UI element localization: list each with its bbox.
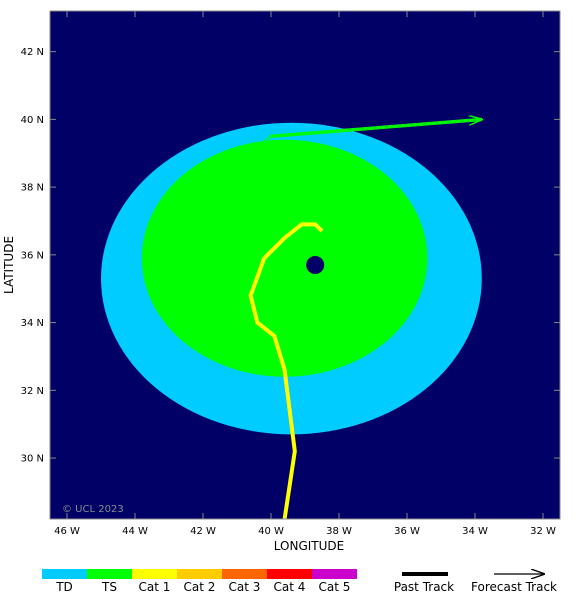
y-tick-label: 38 N bbox=[21, 183, 44, 194]
legend-label-ts: TS bbox=[101, 580, 117, 594]
tropical-storm-wind-field bbox=[141, 139, 428, 377]
y-tick-label: 42 N bbox=[21, 47, 44, 58]
y-tick-label: 34 N bbox=[21, 318, 44, 329]
legend-label-cat-1: Cat 1 bbox=[139, 580, 171, 594]
copyright-label: © UCL 2023 bbox=[62, 504, 124, 515]
legend-swatch-cat-3 bbox=[222, 569, 267, 579]
legend-label-td: TD bbox=[55, 580, 73, 594]
x-tick-label: 36 W bbox=[394, 526, 420, 537]
legend-label-cat-4: Cat 4 bbox=[274, 580, 306, 594]
x-tick-label: 34 W bbox=[462, 526, 488, 537]
legend-label-cat-3: Cat 3 bbox=[229, 580, 261, 594]
legend-swatch-cat-1 bbox=[132, 569, 177, 579]
legend-label-cat-2: Cat 2 bbox=[184, 580, 216, 594]
past-track-label: Past Track bbox=[394, 580, 454, 594]
y-tick-label: 32 N bbox=[21, 386, 44, 397]
past-track-legend: Past Track bbox=[394, 572, 454, 594]
x-tick-label: 38 W bbox=[326, 526, 352, 537]
forecast-track-line bbox=[151, 117, 482, 295]
y-tick-label: 30 N bbox=[21, 454, 44, 465]
forecast-track-arrow bbox=[270, 119, 482, 138]
x-tick-label: 32 W bbox=[530, 526, 556, 537]
y-axis-title: LATITUDE bbox=[2, 236, 16, 294]
storm-center-marker bbox=[306, 256, 325, 274]
past-track bbox=[248, 222, 324, 519]
longitude-ticks: 46 W 44 W 42 W 40 W 38 W 36 W 34 W 32 W bbox=[54, 11, 556, 537]
forecast-track bbox=[151, 117, 482, 298]
intensity-legend: TD TS Cat 1 Cat 2 Cat 3 Cat 4 Cat 5 bbox=[42, 569, 357, 594]
plot-frame bbox=[49, 10, 561, 520]
forecast-track-line bbox=[151, 120, 482, 298]
y-tick-label: 40 N bbox=[21, 115, 44, 126]
x-tick-label: 46 W bbox=[54, 526, 80, 537]
legend-swatch-td bbox=[42, 569, 87, 579]
forecast-track-label: Forecast Track bbox=[471, 580, 557, 594]
x-tick-label: 42 W bbox=[190, 526, 216, 537]
forecast-track-legend: Forecast Track bbox=[471, 574, 557, 594]
legend-label-cat-5: Cat 5 bbox=[319, 580, 351, 594]
x-tick-label: 44 W bbox=[122, 526, 148, 537]
legend-swatch-ts bbox=[87, 569, 132, 579]
legend-swatch-cat-2 bbox=[177, 569, 222, 579]
legend-swatch-cat-4 bbox=[267, 569, 312, 579]
x-axis-title: LONGITUDE bbox=[274, 539, 344, 553]
y-tick-label: 36 N bbox=[21, 250, 44, 261]
legend-swatch-cat-5 bbox=[312, 569, 357, 579]
latitude-ticks: 42 N 40 N 38 N 36 N 34 N 32 N 30 N bbox=[21, 47, 560, 465]
x-tick-label: 40 W bbox=[258, 526, 284, 537]
